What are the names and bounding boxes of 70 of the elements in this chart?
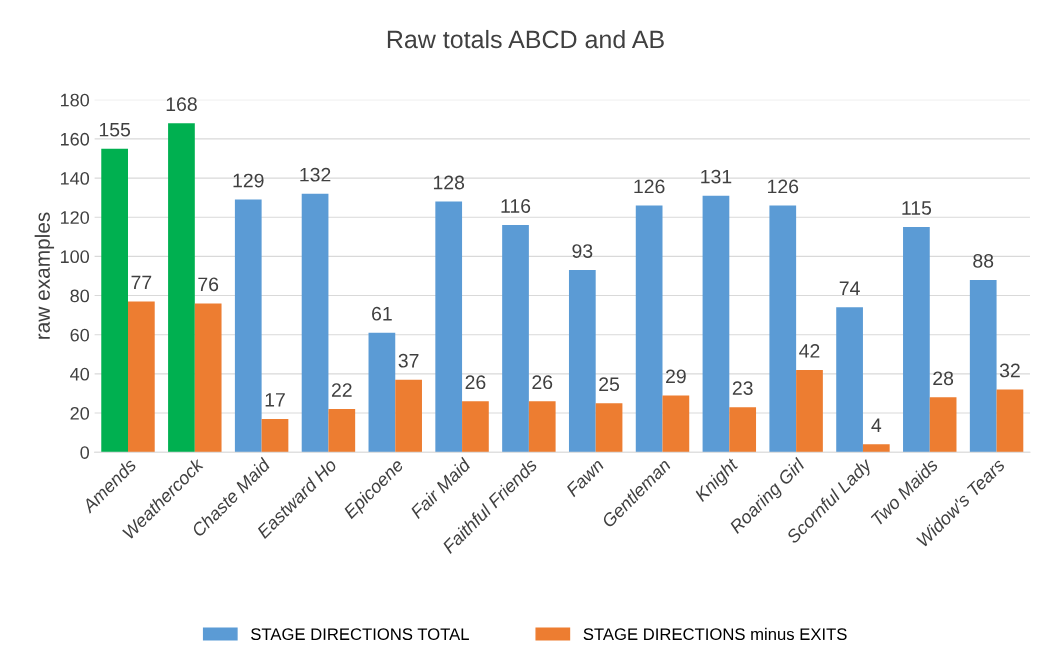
data-label: 37 [398, 353, 419, 368]
data-label: 131 [701, 169, 732, 184]
y-tick-label: 80 [70, 289, 90, 303]
y-tick-label: 120 [60, 211, 90, 224]
data-label: 93 [572, 244, 593, 258]
data-label: 126 [634, 179, 665, 194]
bar [328, 409, 356, 453]
bar [528, 401, 556, 453]
data-label: 116 [501, 199, 531, 213]
bar [836, 307, 863, 453]
data-label: 26 [465, 375, 486, 390]
chart-title: Raw totals ABCD and AB [387, 29, 664, 49]
data-label: 88 [973, 253, 994, 268]
y-tick-label: 140 [60, 172, 90, 185]
y-tick-label: 0 [80, 446, 90, 459]
data-label: 29 [666, 369, 686, 384]
bar [194, 303, 222, 453]
bar [662, 395, 690, 453]
bar [969, 279, 997, 453]
bar [101, 148, 128, 453]
bar [301, 193, 329, 453]
data-label: 168 [166, 97, 197, 112]
bar [862, 444, 890, 453]
legend-label: STAGE DIRECTIONS minus EXITS [583, 627, 847, 641]
data-label: 129 [233, 173, 264, 188]
bar [769, 205, 797, 453]
data-label: 76 [198, 277, 219, 292]
bar [234, 199, 262, 453]
data-label: 132 [300, 167, 331, 182]
data-label: 42 [799, 344, 820, 358]
bar [595, 403, 623, 453]
bar [261, 418, 289, 453]
data-label: 17 [265, 393, 285, 407]
data-label: 61 [372, 306, 392, 321]
bar [796, 369, 823, 453]
bar [702, 195, 730, 453]
y-axis-title: raw examples [34, 212, 55, 339]
data-label: 22 [331, 383, 352, 397]
bar [395, 379, 422, 453]
bar [502, 225, 529, 453]
data-label: 25 [599, 377, 620, 392]
data-label: 4 [871, 418, 882, 432]
data-label: 126 [768, 179, 799, 194]
y-tick-label: 100 [60, 250, 90, 264]
bar [435, 201, 463, 453]
data-label: 74 [839, 281, 860, 295]
y-tick-label: 20 [70, 406, 90, 420]
y-tick-label: 40 [70, 367, 90, 381]
bar [929, 397, 957, 453]
bar [368, 332, 396, 453]
data-label: 128 [433, 175, 465, 190]
bar [903, 227, 930, 453]
legend-label: STAGE DIRECTIONS TOTAL [251, 628, 469, 641]
data-label: 32 [999, 363, 1020, 378]
bar [128, 301, 155, 453]
bar [729, 407, 757, 453]
bar [168, 123, 195, 453]
data-label: 26 [532, 375, 553, 390]
bar [635, 205, 663, 453]
y-tick-label: 60 [70, 328, 90, 342]
data-label: 77 [131, 275, 152, 290]
data-label: 28 [933, 371, 954, 386]
bar [996, 389, 1024, 453]
data-label: 115 [902, 201, 932, 215]
bar [568, 270, 596, 453]
bar [462, 401, 489, 453]
data-label: 23 [732, 381, 753, 395]
y-tick-label: 160 [60, 132, 90, 146]
y-tick-label: 180 [60, 93, 90, 107]
data-label: 155 [99, 122, 131, 137]
